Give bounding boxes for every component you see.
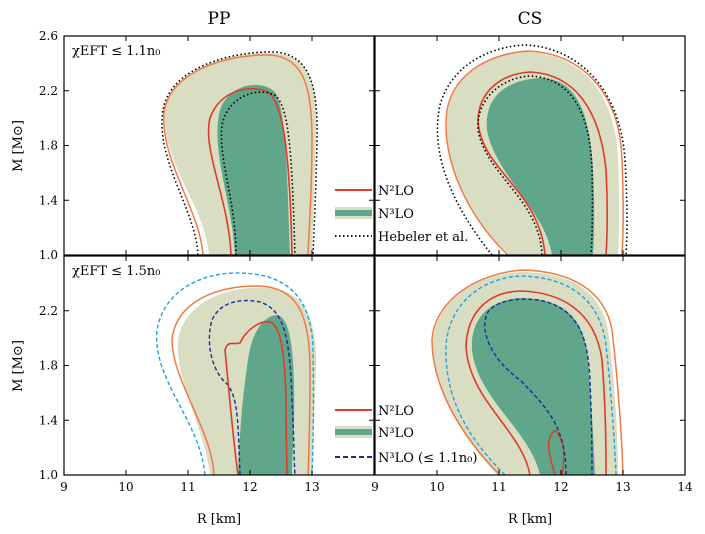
panel-pp-1-5 [156, 272, 317, 475]
x-axis-label-left: R [km] [197, 512, 241, 527]
x-tick-label: 10 [118, 480, 133, 494]
y-tick-label: 2.2 [39, 304, 58, 318]
n3lo-inner-band [486, 78, 595, 255]
panel-pp-1-1 [161, 51, 318, 255]
x-tick-label: 12 [553, 480, 568, 494]
legend-label-n3lo-1-1: N³LO (≤ 1.1n₀) [378, 451, 477, 466]
legend-label-n2lo: N²LO [378, 184, 414, 199]
legend-swatch-n3lo-dark [335, 210, 372, 216]
column-title-pp: PP [208, 9, 231, 29]
y-axis-label-bottom: M [M⊙] [11, 340, 26, 392]
hebeler-outer-line [161, 51, 318, 255]
x-tick-label: 11 [180, 480, 195, 494]
dashed-inner-1-1 [208, 299, 296, 475]
legend-label-hebeler: Hebeler et al. [378, 230, 468, 245]
column-title-cs: CS [518, 9, 543, 29]
x-tick-label: 9 [60, 480, 68, 494]
y-axis-label-top: M [M⊙] [11, 120, 26, 172]
x-tick-label: 12 [242, 480, 257, 494]
y-tick-label: 1.8 [39, 139, 58, 153]
n2lo-inner-kink [547, 429, 565, 475]
n3lo-inner-band [471, 298, 595, 475]
hebeler-outer-line [436, 44, 628, 255]
n2lo-outer-line [171, 285, 311, 475]
x-tick-label: 9 [371, 480, 379, 494]
n2lo-outer-line [445, 50, 624, 255]
y-tick-label: 1.4 [39, 413, 58, 427]
x-tick-label: 14 [677, 480, 693, 494]
legend-label-n3lo: N³LO [378, 426, 414, 441]
x-axis-label-right: R [km] [508, 512, 552, 527]
panel-cs-1-1 [436, 44, 628, 255]
y-tick-label: 1.0 [39, 248, 58, 262]
n3lo-inner-band [238, 315, 295, 475]
axis-ticks: 9 10 11 12 13 9 10 11 12 13 14 1.0 1.4 1.8 2.2 2.6 1.0 1.… [39, 29, 693, 494]
n3lo-inner-band [217, 84, 290, 255]
legend-swatch-n3lo-dark [335, 429, 372, 435]
n2lo-inner-line [224, 320, 288, 475]
legend-bottom: N²LO N³LO N³LO (≤ 1.1n₀) [335, 404, 477, 466]
x-tick-label: 11 [491, 480, 506, 494]
n2lo-inner-line [207, 88, 293, 255]
y-tick-label: 2.6 [39, 29, 58, 43]
legend-top: N²LO N³LO Hebeler et al. [335, 184, 468, 245]
legend-label-n2lo: N²LO [378, 404, 414, 419]
y-tick-label: 1.0 [39, 468, 58, 482]
y-tick-label: 2.2 [39, 84, 58, 98]
x-tick-label: 13 [304, 480, 319, 494]
y-tick-label: 1.8 [39, 359, 58, 373]
dashed-outer-1-1 [445, 275, 617, 475]
dashed-outer-1-1 [156, 272, 315, 475]
n2lo-inner-line [465, 290, 607, 475]
x-tick-label: 10 [429, 480, 444, 494]
y-tick-label: 1.4 [39, 193, 58, 207]
panel-cs-1-5 [431, 269, 624, 475]
hebeler-inner-line [477, 75, 594, 255]
n2lo-outer-line [163, 54, 313, 255]
annotation-bottom: χEFT ≤ 1.5n₀ [72, 264, 160, 279]
dashed-inner-1-1 [484, 298, 593, 475]
legend-label-n3lo: N³LO [378, 207, 414, 222]
hebeler-inner-line [220, 91, 296, 255]
annotation-top: χEFT ≤ 1.1n₀ [72, 44, 160, 59]
x-tick-label: 13 [615, 480, 630, 494]
n2lo-inner-line [477, 71, 608, 255]
n2lo-outer-line [431, 269, 624, 475]
